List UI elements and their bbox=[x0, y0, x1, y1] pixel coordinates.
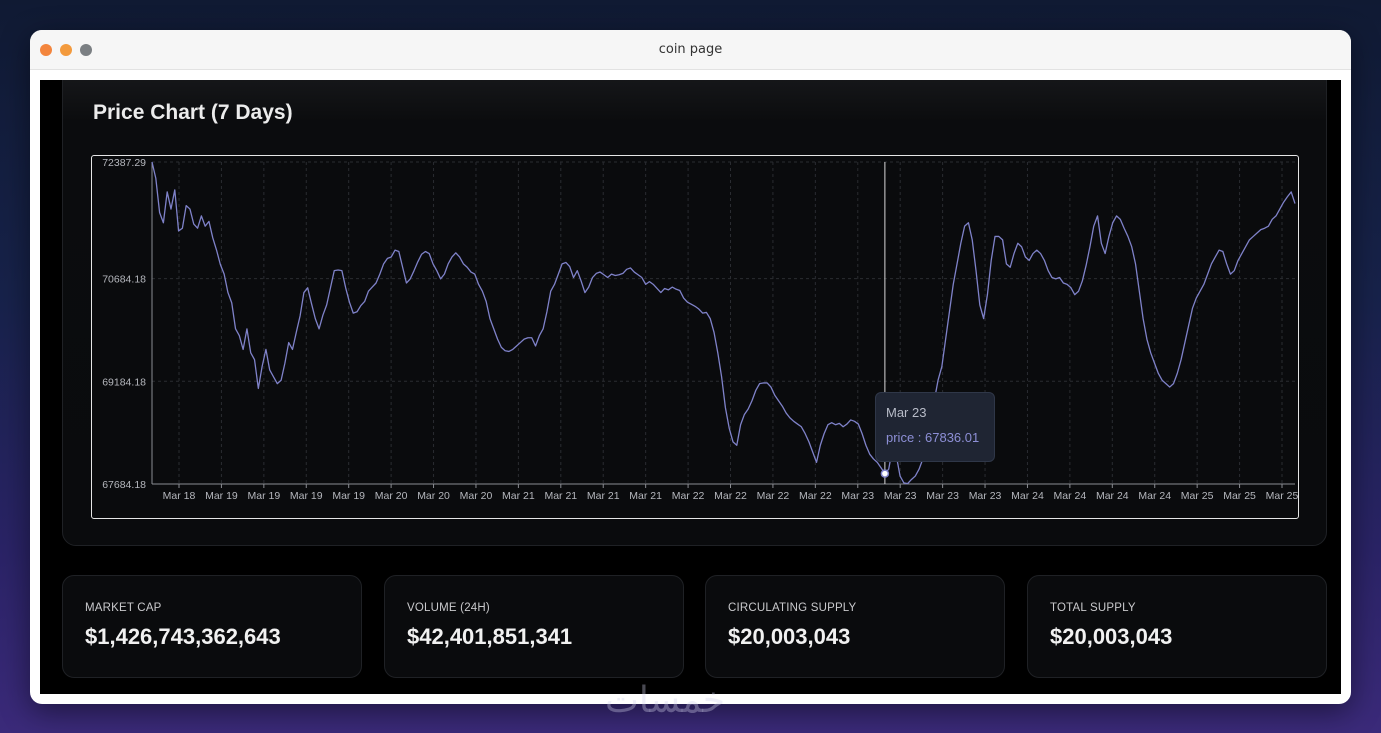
stat-value: $20,003,043 bbox=[728, 624, 851, 649]
stat-value: $42,401,851,341 bbox=[407, 624, 573, 649]
x-tick-label: Mar 19 bbox=[248, 490, 281, 502]
price-line bbox=[151, 161, 1296, 485]
stat-card-circulating-supply: CIRCULATING SUPPLY $20,003,043 bbox=[705, 575, 1005, 678]
stat-value: $1,426,743,362,643 bbox=[85, 624, 281, 649]
x-tick-label: Mar 21 bbox=[587, 490, 620, 502]
title-bar: coin page bbox=[30, 30, 1351, 70]
x-tick-label: Mar 25 bbox=[1266, 490, 1299, 502]
stat-card-total-supply: TOTAL SUPPLY $20,003,043 bbox=[1027, 575, 1327, 678]
x-tick-label: Mar 25 bbox=[1181, 490, 1214, 502]
stat-label: VOLUME (24H) bbox=[407, 602, 490, 614]
x-tick-label: Mar 20 bbox=[460, 490, 493, 502]
x-tick-label: Mar 23 bbox=[841, 490, 874, 502]
x-tick-label: Mar 23 bbox=[969, 490, 1002, 502]
close-window-icon[interactable] bbox=[40, 44, 52, 56]
x-tick-label: Mar 19 bbox=[332, 490, 365, 502]
active-data-point bbox=[880, 469, 890, 478]
x-tick-label: Mar 18 bbox=[163, 490, 196, 502]
stat-label: CIRCULATING SUPPLY bbox=[728, 602, 857, 614]
price-chart[interactable]: 72387.29 70684.18 69184.18 67684.18 Mar 18 Ma… bbox=[91, 155, 1299, 519]
minimize-window-icon[interactable] bbox=[60, 44, 72, 56]
x-tick-label: Mar 24 bbox=[1096, 490, 1129, 502]
x-tick-label: Mar 19 bbox=[290, 490, 323, 502]
tooltip-price: price : 67836.01 bbox=[886, 430, 980, 445]
stat-label: TOTAL SUPPLY bbox=[1050, 602, 1136, 614]
maximize-window-icon[interactable] bbox=[80, 44, 92, 56]
stat-value: $20,003,043 bbox=[1050, 624, 1173, 649]
x-tick-label: Mar 22 bbox=[757, 490, 790, 502]
x-tick-label: Mar 23 bbox=[926, 490, 959, 502]
browser-window: coin page Price Chart (7 Days) 72387.29 7… bbox=[30, 30, 1351, 704]
x-tick-label: Mar 19 bbox=[205, 490, 238, 502]
stat-card-market-cap: MARKET CAP $1,426,743,362,643 bbox=[62, 575, 362, 678]
price-chart-svg[interactable]: 72387.29 70684.18 69184.18 67684.18 Mar 18 Ma… bbox=[92, 156, 1300, 520]
chart-tooltip: Mar 23 price : 67836.01 bbox=[875, 392, 995, 462]
y-tick-label: 67684.18 bbox=[102, 479, 146, 491]
price-chart-card: Price Chart (7 Days) 72387.29 70684.18 691… bbox=[62, 80, 1327, 546]
x-tick-label: Mar 21 bbox=[544, 490, 577, 502]
x-tick-label: Mar 24 bbox=[1138, 490, 1171, 502]
x-tick-label: Mar 24 bbox=[1054, 490, 1087, 502]
x-tick-label: Mar 25 bbox=[1223, 490, 1256, 502]
stat-card-volume: VOLUME (24H) $42,401,851,341 bbox=[384, 575, 684, 678]
x-tick-label: Mar 22 bbox=[714, 490, 747, 502]
x-tick-label: Mar 20 bbox=[417, 490, 450, 502]
y-tick-label: 70684.18 bbox=[102, 274, 146, 286]
x-tick-label: Mar 20 bbox=[375, 490, 408, 502]
stat-label: MARKET CAP bbox=[85, 602, 162, 614]
window-title: coin page bbox=[658, 42, 723, 57]
tooltip-date: Mar 23 bbox=[886, 405, 927, 420]
y-tick-label: 72387.29 bbox=[102, 157, 146, 169]
watermark-logo: خمسات bbox=[605, 680, 726, 721]
x-tick-label: Mar 21 bbox=[629, 490, 662, 502]
x-tick-label: Mar 22 bbox=[799, 490, 832, 502]
window-controls bbox=[40, 44, 92, 56]
x-tick-label: Mar 24 bbox=[1011, 490, 1044, 502]
x-tick-label: Mar 23 bbox=[884, 490, 917, 502]
x-tick-label: Mar 22 bbox=[672, 490, 705, 502]
x-tick-label: Mar 21 bbox=[502, 490, 535, 502]
y-tick-label: 69184.18 bbox=[102, 376, 146, 388]
page-content: Price Chart (7 Days) 72387.29 70684.18 691… bbox=[40, 80, 1341, 694]
chart-title: Price Chart (7 Days) bbox=[93, 101, 293, 124]
